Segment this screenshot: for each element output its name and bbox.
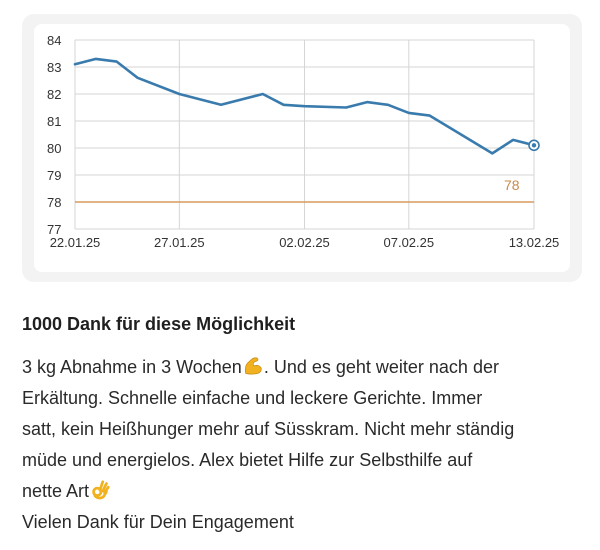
y-tick-label: 78 [47, 195, 61, 210]
y-tick-label: 80 [47, 141, 61, 156]
post-line: müde und energielos. Alex bietet Hilfe z… [22, 450, 473, 470]
target-label: 78 [504, 177, 520, 193]
last-point-dot [531, 143, 537, 148]
x-tick-label: 02.02.25 [279, 235, 330, 250]
post-line: nette Art [22, 476, 582, 507]
post-line: Erkältung. Schnelle einfache und leckere… [22, 388, 483, 408]
post-line-text-after: . Und es geht weiter nach der [263, 357, 499, 377]
weight-chart: 78 77 78 79 80 81 82 83 84 22.01.25 27.01.25 02.02… [47, 33, 559, 250]
weight-chart-card: 78 77 78 79 80 81 82 83 84 22.01.25 27.01.25 02.02… [22, 14, 582, 282]
y-tick-label: 77 [47, 222, 61, 237]
x-tick-label: 13.02.25 [509, 235, 560, 250]
post-line: 3 kg Abnahme in 3 Wochen . Und es geht w… [22, 352, 582, 383]
ok-hand-icon [92, 480, 110, 500]
post-line-text: nette Art [22, 481, 90, 501]
target-layer: 78 [75, 177, 534, 203]
weight-chart-panel: 78 77 78 79 80 81 82 83 84 22.01.25 27.01.25 02.02… [34, 24, 570, 272]
y-tick-label: 79 [47, 168, 61, 183]
y-tick-label: 81 [47, 114, 61, 129]
testimonial-post: 1000 Dank für diese Möglichkeit 3 kg Abn… [22, 312, 582, 538]
x-tick-label: 07.02.25 [384, 235, 435, 250]
post-line-text: 3 kg Abnahme in 3 Wochen [22, 357, 242, 377]
y-tick-label: 82 [47, 87, 61, 102]
x-tick-label: 27.01.25 [154, 235, 205, 250]
y-tick-label: 84 [47, 33, 61, 48]
post-line: Vielen Dank für Dein Engagement [22, 512, 294, 532]
flexed-biceps-icon [244, 357, 262, 375]
series-layer [73, 57, 540, 155]
post-body: 3 kg Abnahme in 3 Wochen . Und es geht w… [22, 352, 582, 538]
tick-labels: 77 78 79 80 81 82 83 84 22.01.25 27.01.25 02.02.25… [47, 33, 559, 250]
post-title: 1000 Dank für diese Möglichkeit [22, 314, 296, 334]
y-tick-label: 83 [47, 60, 61, 75]
post-line: satt, kein Heißhunger mehr auf Süsskram.… [22, 419, 515, 439]
series-line [73, 57, 536, 155]
x-tick-label: 22.01.25 [50, 235, 101, 250]
chart-grid [74, 39, 535, 230]
